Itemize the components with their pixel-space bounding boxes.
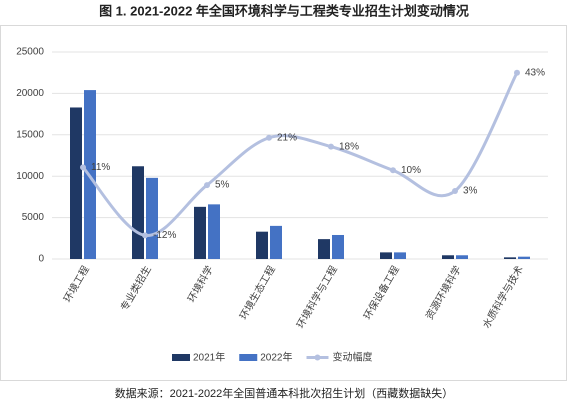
bar [394,252,406,259]
y-tick-label: 10000 [16,171,44,182]
chart-title: 图 1. 2021-2022 年全国环境科学与工程类专业招生计划变动情况 [99,3,469,18]
bar [194,206,206,259]
data-label: 21% [277,132,297,143]
legend-label: 2022年 [260,351,292,364]
data-label: -12% [153,230,176,241]
data-label: 10% [401,165,421,176]
bar [518,256,530,259]
chart-frame [0,25,567,381]
y-tick-label: 0 [38,254,44,265]
bar [456,255,468,259]
line-point [452,187,458,194]
line-point [80,164,86,171]
line-point [266,134,272,141]
y-tick-label: 25000 [16,47,44,58]
y-tick-label: 15000 [16,129,44,140]
line-point [204,182,210,189]
x-tick-label: 专业类招生 [118,263,154,313]
data-label: 18% [339,141,359,152]
bar [442,255,454,259]
bar [380,252,392,259]
y-tick-label: 20000 [16,88,44,99]
legend-swatch [172,354,190,361]
legend-label: 变动幅度 [333,351,373,364]
x-tick-label: 环境科学 [185,263,216,304]
data-label: 43% [525,67,545,78]
x-tick-label: 环保设备工程 [361,263,402,321]
line-point [514,69,520,76]
bar [270,225,282,259]
x-tick-label: 环境生态工程 [237,263,278,321]
bar [146,177,158,259]
line-point [390,167,396,174]
x-tick-label: 环境工程 [61,263,92,304]
legend-swatch [314,354,321,361]
bar [132,166,144,259]
data-label: 5% [215,180,230,191]
source-note: 数据来源：2021-2022年全国普通本科批次招生计划（西藏数据缺失） [115,386,454,400]
data-label: 3% [463,186,478,197]
legend-swatch [239,354,258,361]
line-point [328,143,334,150]
bar [70,107,82,259]
bar [256,231,268,259]
legend-label: 2021年 [193,351,225,364]
y-tick-label: 5000 [22,212,45,223]
bar [332,234,344,259]
data-label: 11% [91,162,110,173]
bar [208,204,220,259]
bar [318,239,330,259]
bar [504,257,516,259]
x-tick-label: 资源环境科学 [423,263,464,321]
x-tick-label: 环境科学与工程 [294,263,340,330]
line-point [142,232,148,239]
x-tick-label: 水质科学与技术 [480,263,526,330]
